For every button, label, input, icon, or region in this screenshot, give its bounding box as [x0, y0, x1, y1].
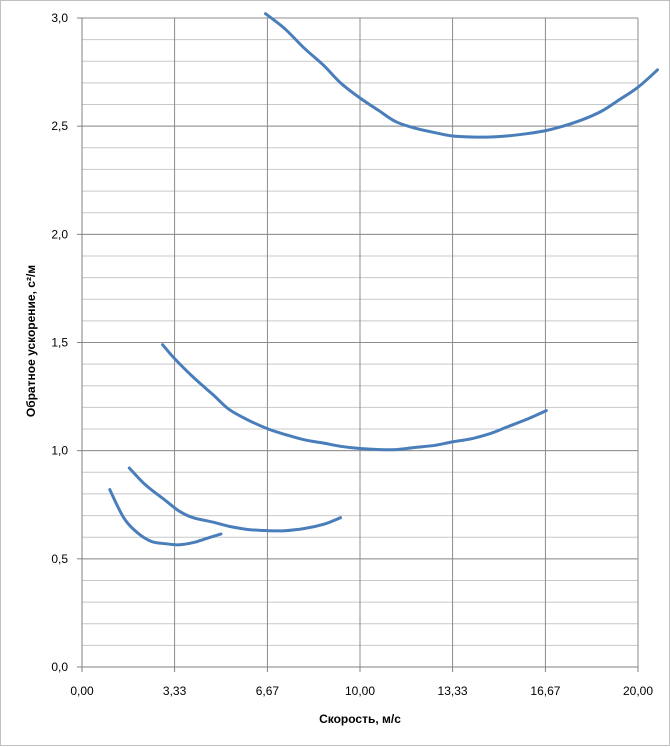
major-gridlines [81, 17, 639, 668]
series-lines [108, 12, 659, 547]
y-tick-label: 1,0 [51, 444, 68, 458]
x-tick-label: 16,67 [530, 684, 560, 698]
y-axis-title: Обратное ускорение, с²/м [24, 265, 38, 417]
series-line-3 [161, 343, 548, 452]
y-tick-label: 2,0 [51, 227, 68, 241]
series-line-4 [264, 12, 659, 139]
x-tick-label: 3,33 [163, 684, 187, 698]
x-tick-label: 6,67 [256, 684, 280, 698]
series-line-1 [108, 488, 223, 547]
y-tick-label: 0,5 [51, 552, 68, 566]
x-axis-title: Скорость, м/с [319, 712, 401, 726]
axes [77, 17, 639, 672]
tick-labels: 0,0 0,5 1,0 1,5 2,0 2,5 3,0 0,00 3,33 6,67 10,00 13… [51, 11, 653, 698]
y-tick-label: 2,5 [51, 119, 68, 133]
x-tick-label: 10,00 [345, 684, 375, 698]
y-tick-label: 0,0 [51, 660, 68, 674]
x-tick-label: 13,33 [438, 684, 468, 698]
x-tick-label: 20,00 [623, 684, 653, 698]
x-tick-label: 0,00 [70, 684, 94, 698]
y-tick-label: 1,5 [51, 336, 68, 350]
series-line-2 [127, 466, 342, 533]
y-tick-label: 3,0 [51, 11, 68, 25]
